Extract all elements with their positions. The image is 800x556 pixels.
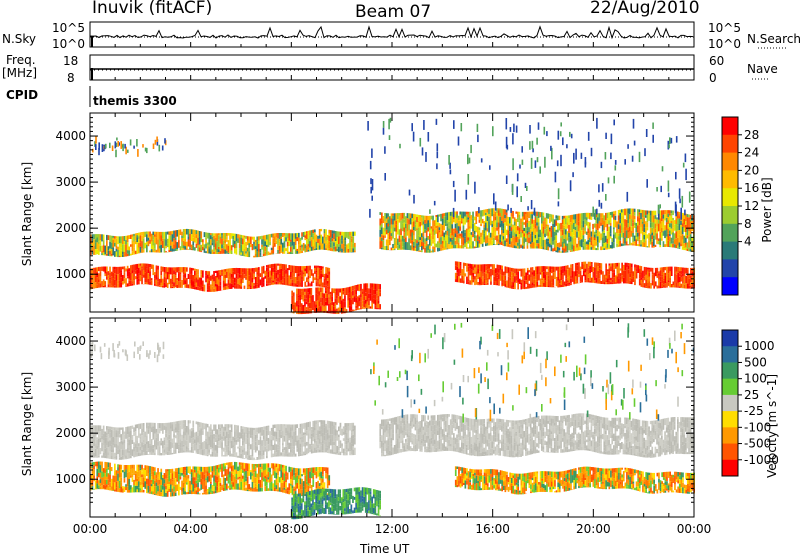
power-colorbar-tick-label: 28 bbox=[744, 128, 759, 142]
power-colorbar-swatch bbox=[722, 242, 738, 260]
power-colorbar-swatch bbox=[722, 135, 738, 153]
x-tick-label: 00:00 bbox=[677, 522, 712, 536]
velocity-colorbar-tick-label: 100 bbox=[744, 372, 767, 386]
velocity-colorbar-label: Velocity [m s^-1] bbox=[766, 366, 778, 486]
velocity-colorbar-tick-label: 500 bbox=[744, 355, 767, 369]
velocity-colorbar-tick-label: 25 bbox=[744, 388, 759, 402]
velocity-colorbar-tick-label: 1000 bbox=[744, 339, 775, 353]
velocity-colorbar-swatch bbox=[722, 362, 738, 379]
x-tick-label: 00:00 bbox=[73, 522, 108, 536]
power-panel-ytick-label: 3000 bbox=[55, 175, 86, 189]
power-colorbar-swatch bbox=[722, 224, 738, 242]
velocity-panel-ytick-label: 3000 bbox=[55, 380, 86, 394]
power-colorbar-swatch bbox=[722, 188, 738, 206]
power-panel-ytick-label: 2000 bbox=[55, 221, 86, 235]
power-colorbar-tick-label: 16 bbox=[744, 181, 759, 195]
velocity-ylabel: Slant Range [km] bbox=[21, 369, 33, 479]
x-tick-label: 04:00 bbox=[173, 522, 208, 536]
power-panel-ytick-label: 4000 bbox=[55, 129, 86, 143]
power-colorbar-swatch bbox=[722, 153, 738, 171]
power-colorbar-swatch bbox=[722, 206, 738, 224]
velocity-panel-ytick-label: 4000 bbox=[55, 334, 86, 348]
velocity-panel-pixels bbox=[90, 323, 695, 519]
nsky-trace bbox=[90, 27, 693, 38]
velocity-colorbar-swatch bbox=[722, 330, 738, 347]
power-colorbar-tick-label: 4 bbox=[744, 235, 752, 249]
power-ylabel: Slant Range [km] bbox=[21, 159, 33, 269]
power-colorbar-tick-label: 8 bbox=[744, 217, 752, 231]
velocity-colorbar-swatch bbox=[722, 379, 738, 396]
velocity-colorbar-swatch bbox=[722, 411, 738, 428]
velocity-colorbar-swatch bbox=[722, 395, 738, 412]
power-panel-ytick-label: 1000 bbox=[55, 267, 86, 281]
power-colorbar-label: Power [dB] bbox=[761, 165, 773, 255]
x-axis-label: Time UT bbox=[360, 543, 409, 555]
x-tick-label: 08:00 bbox=[274, 522, 309, 536]
power-colorbar-tick-label: 24 bbox=[744, 146, 759, 160]
x-tick-label: 12:00 bbox=[375, 522, 410, 536]
x-tick-label: 16:00 bbox=[475, 522, 510, 536]
power-colorbar-swatch bbox=[722, 170, 738, 188]
power-colorbar-tick-label: 20 bbox=[744, 163, 759, 177]
power-panel-pixels bbox=[90, 118, 695, 314]
velocity-colorbar-swatch bbox=[722, 427, 738, 444]
velocity-colorbar-tick-label: -25 bbox=[744, 404, 764, 418]
power-colorbar-swatch bbox=[722, 277, 738, 295]
velocity-colorbar-swatch bbox=[722, 346, 738, 363]
power-colorbar-swatch bbox=[722, 259, 738, 277]
velocity-colorbar-swatch bbox=[722, 460, 738, 477]
velocity-panel-ytick-label: 2000 bbox=[55, 426, 86, 440]
velocity-panel-ytick-label: 1000 bbox=[55, 472, 86, 486]
power-colorbar-swatch bbox=[722, 117, 738, 135]
velocity-colorbar-swatch bbox=[722, 444, 738, 461]
power-colorbar-tick-label: 12 bbox=[744, 199, 759, 213]
x-tick-label: 20:00 bbox=[576, 522, 611, 536]
